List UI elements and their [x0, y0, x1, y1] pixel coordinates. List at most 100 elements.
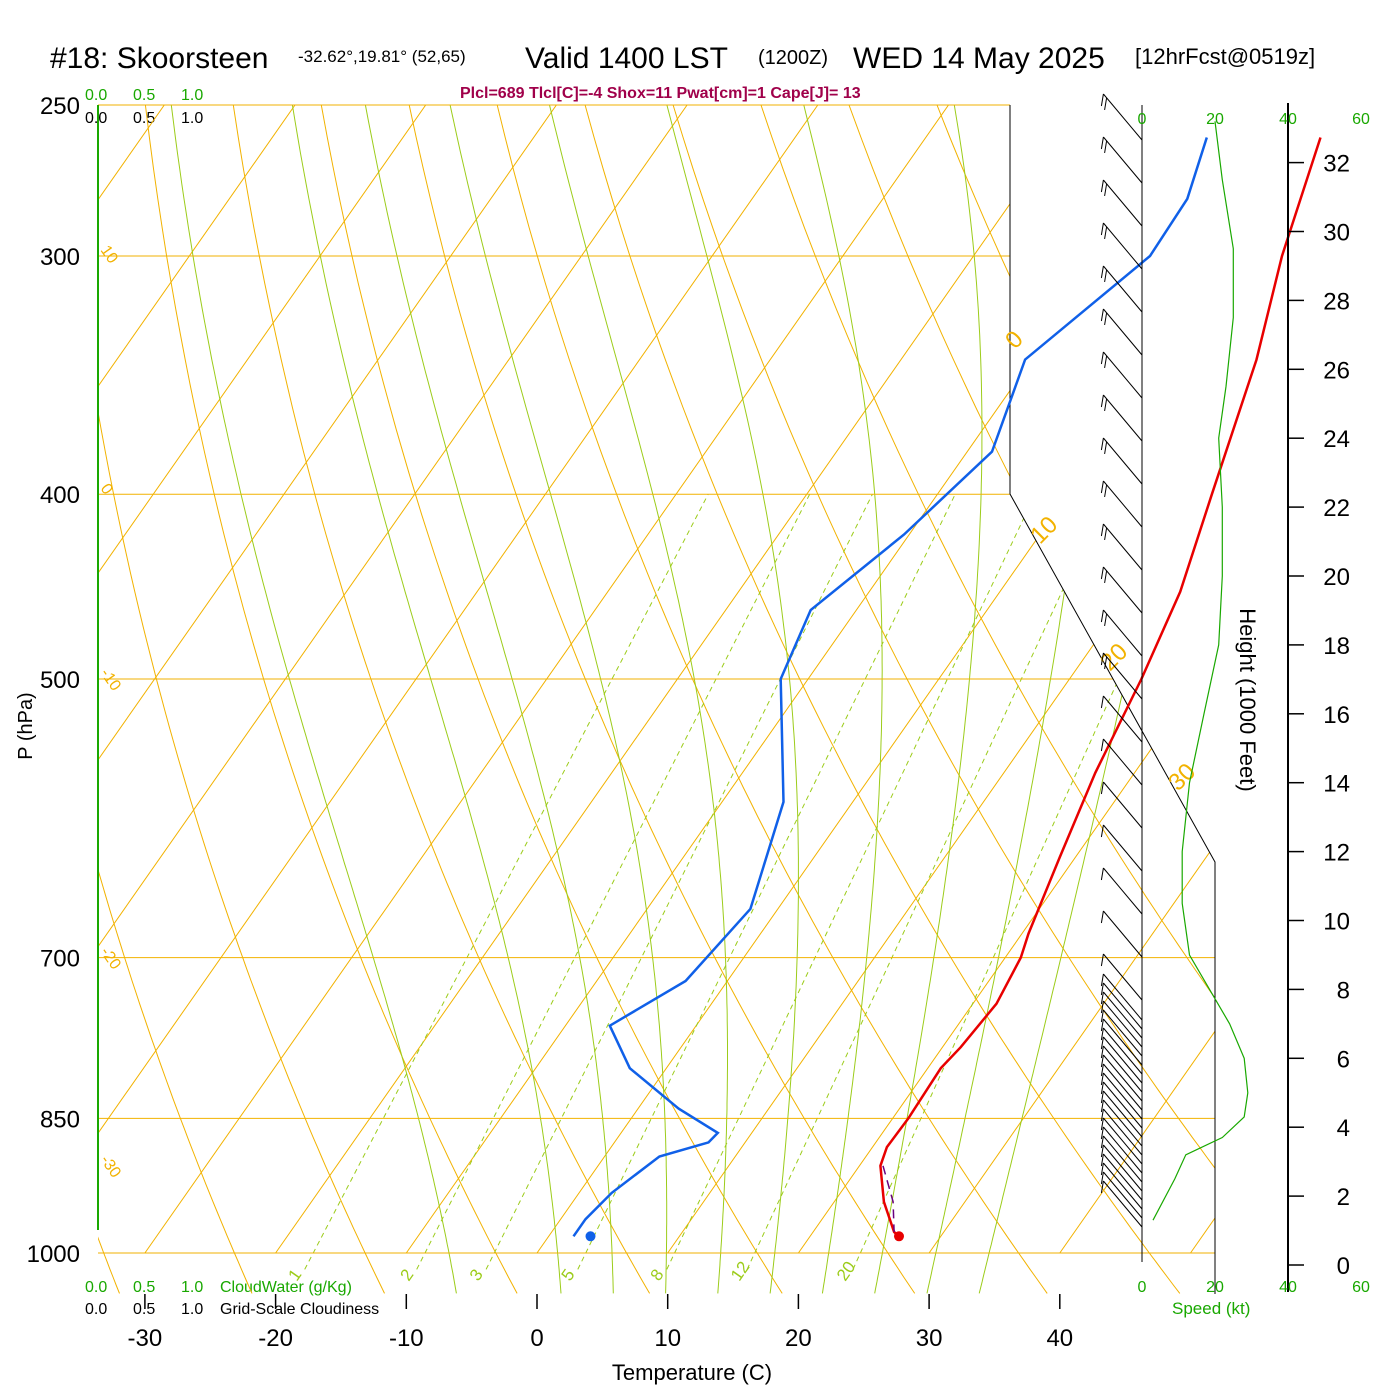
wind-barb — [1100, 1117, 1143, 1165]
wind-barb — [1100, 523, 1143, 571]
mixing-ratio-label: 20 — [833, 1258, 859, 1284]
dewpoint-profile — [572, 137, 1208, 1238]
dry-adiabat-line — [98, 105, 253, 1294]
stability-indices: Plcl=689 Tlcl[C]=-4 Shox=11 Pwat[cm]=1 C… — [460, 85, 861, 102]
height-tick-label: 8 — [1337, 977, 1350, 1004]
wind-barb — [1100, 351, 1143, 399]
moist-adiabat-line — [803, 105, 883, 1294]
wind-barb-staff — [1103, 973, 1143, 1021]
wind-barb-feather — [1100, 973, 1104, 987]
wind-barb-staff — [1103, 1162, 1143, 1210]
pressure-tick-label: 250 — [40, 93, 80, 120]
dry-adiabat-line — [662, 105, 1215, 1294]
cloud-water-tick-2: 1.0 — [181, 87, 203, 104]
wind-barb-staff — [1103, 136, 1143, 184]
wind-barb-feather — [1100, 1108, 1104, 1122]
wind-barb-staff — [1103, 1180, 1143, 1228]
wind-barb — [1100, 1162, 1143, 1210]
wind-barb-staff — [1103, 695, 1143, 743]
wind-barb — [1100, 652, 1143, 700]
mixing-ratio-line — [485, 493, 873, 1270]
wind-barb — [1100, 437, 1143, 485]
height-tick-label: 26 — [1323, 357, 1350, 384]
isotherm-label: 10 — [97, 243, 121, 267]
wind-barb-feather — [1100, 480, 1104, 494]
wind-barb-feather — [1100, 1009, 1104, 1023]
wind-barb-staff — [1103, 1027, 1143, 1075]
wind-barb-staff — [1103, 1126, 1143, 1174]
wind-barb-staff — [1103, 781, 1143, 829]
speed-tick-label-bottom: 40 — [1279, 1279, 1297, 1296]
wind-barb-feather — [1100, 1171, 1104, 1185]
wind-barb-staff — [1103, 1081, 1143, 1129]
height-tick-label: 30 — [1323, 220, 1350, 247]
wind-barb-staff — [1103, 1117, 1143, 1165]
wind-barb-feather — [1100, 1117, 1104, 1131]
plot-right-boundary — [1009, 105, 1216, 1294]
speed-tick-label-bottom: 60 — [1352, 1279, 1370, 1296]
wind-barb — [1100, 1027, 1143, 1075]
mixing-ratio-label: 3 — [466, 1266, 487, 1285]
wind-barb-staff — [1103, 1063, 1143, 1111]
station-coords: -32.62°,19.81° (52,65) — [298, 47, 466, 66]
moist-adiabat-line — [170, 105, 457, 1294]
temperature-tick-label: 20 — [785, 1325, 812, 1352]
height-tick-label: 14 — [1323, 771, 1350, 798]
wind-barb-feather — [1100, 1180, 1104, 1194]
wind-barb — [1100, 1180, 1143, 1228]
isotherm-label: 10 — [1025, 511, 1063, 549]
isotherm-label: -10 — [97, 666, 124, 695]
wind-barb-staff — [1103, 867, 1143, 915]
wind-barb-feather — [1104, 484, 1108, 497]
height-tick-label: 20 — [1323, 564, 1350, 591]
wind-barb-feather — [1104, 226, 1108, 239]
wind-barb-feather — [1100, 991, 1104, 1005]
wind-barb — [1100, 1045, 1143, 1093]
wind-barb-feather — [1104, 613, 1108, 626]
wind-barb — [1100, 824, 1143, 872]
wind-barb-staff — [1103, 609, 1143, 657]
wind-barb — [1100, 265, 1143, 313]
cloud-water-tick-0-bottom: 0.0 — [85, 1279, 107, 1296]
wind-barb-feather — [1100, 1045, 1104, 1059]
temperature-tick-label: -10 — [389, 1325, 424, 1352]
wind-barb-staff — [1103, 982, 1143, 1030]
cloud-water-tick-0: 0.0 — [85, 87, 107, 104]
height-axis-label: Height (1000 Feet) — [1235, 608, 1260, 791]
dry-adiabat-line — [923, 105, 1215, 1294]
wind-barb-feather — [1104, 355, 1108, 368]
temperature-tick-label: -30 — [128, 1325, 163, 1352]
wind-barb-staff — [1103, 1054, 1143, 1102]
surface-temperature-dot — [894, 1231, 904, 1242]
wind-barb-feather — [1100, 1126, 1104, 1140]
wind-barb — [1100, 1018, 1143, 1066]
moist-adiabat-line — [926, 105, 1103, 1294]
wind-barb-feather — [1104, 140, 1108, 153]
isotherm-line — [98, 105, 427, 1254]
cloudiness-label: Grid-Scale Cloudiness — [220, 1301, 379, 1318]
wind-barb-staff — [1103, 738, 1143, 786]
isotherm-line — [0, 105, 34, 1253]
cloud-water-tick-2-bottom: 1.0 — [181, 1279, 203, 1296]
wind-barb-feather — [1100, 824, 1104, 838]
isotherm-label: 30 — [1163, 758, 1201, 796]
speed-tick-label-top: 20 — [1206, 111, 1224, 128]
pressure-axis-label: P (hPa) — [15, 692, 37, 759]
mixing-ratio-line — [746, 493, 1108, 1270]
wind-barb-feather — [1100, 867, 1104, 881]
mixing-ratio-label: 5 — [558, 1266, 579, 1285]
wind-barb-feather — [1100, 1144, 1104, 1158]
wind-barb — [1100, 867, 1143, 915]
wind-barb — [1100, 1054, 1143, 1102]
wind-barb-feather — [1100, 179, 1104, 193]
wind-barb — [1100, 991, 1143, 1039]
mixing-ratio-line — [304, 493, 709, 1270]
cloudiness-tick-2-bottom: 1.0 — [181, 1301, 203, 1318]
wind-barb — [1100, 738, 1143, 786]
speed-tick-label-bottom: 20 — [1206, 1279, 1224, 1296]
wind-barb-feather — [1100, 308, 1104, 322]
height-tick-label: 18 — [1323, 633, 1350, 660]
temperature-tick-label: 0 — [530, 1325, 543, 1352]
height-tick-label: 22 — [1323, 495, 1350, 522]
